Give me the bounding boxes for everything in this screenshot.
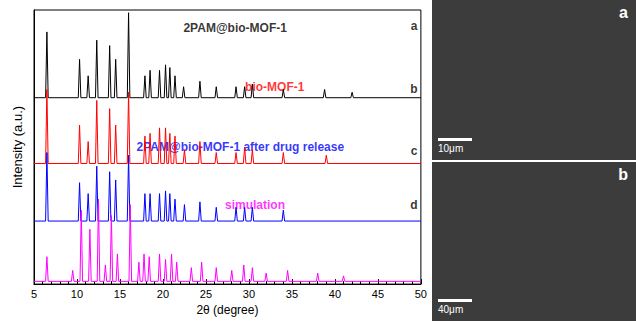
svg-text:40: 40 xyxy=(329,288,341,300)
svg-text:20: 20 xyxy=(157,288,169,300)
svg-text:b: b xyxy=(410,82,417,96)
svg-text:10: 10 xyxy=(71,288,83,300)
svg-text:5: 5 xyxy=(31,288,37,300)
html-text:b: b xyxy=(618,165,628,183)
svg-text:simulation: simulation xyxy=(225,198,285,212)
svg-text:bio-MOF-1: bio-MOF-1 xyxy=(245,80,305,94)
svg-text:2θ (degree): 2θ (degree) xyxy=(196,303,258,317)
html-text:10μm: 10μm xyxy=(438,142,464,154)
svg-text:50: 50 xyxy=(415,288,427,300)
svg-text:2PAM@bio-MOF-1: 2PAM@bio-MOF-1 xyxy=(183,21,287,35)
svg-text:c: c xyxy=(411,144,418,158)
html-text:a: a xyxy=(619,4,628,21)
svg-text:25: 25 xyxy=(200,288,212,300)
svg-text:Intensity (a.u.): Intensity (a.u.) xyxy=(10,106,25,188)
svg-text:45: 45 xyxy=(372,288,384,300)
svg-text:15: 15 xyxy=(114,288,126,300)
svg-text:2PAM@bio-MOF-1 after drug rele: 2PAM@bio-MOF-1 after drug release xyxy=(137,140,345,154)
svg-text:d: d xyxy=(410,198,417,212)
svg-text:30: 30 xyxy=(243,288,255,300)
svg-text:35: 35 xyxy=(286,288,298,300)
svg-text:a: a xyxy=(411,19,418,33)
html-text:40μm: 40μm xyxy=(438,304,464,315)
